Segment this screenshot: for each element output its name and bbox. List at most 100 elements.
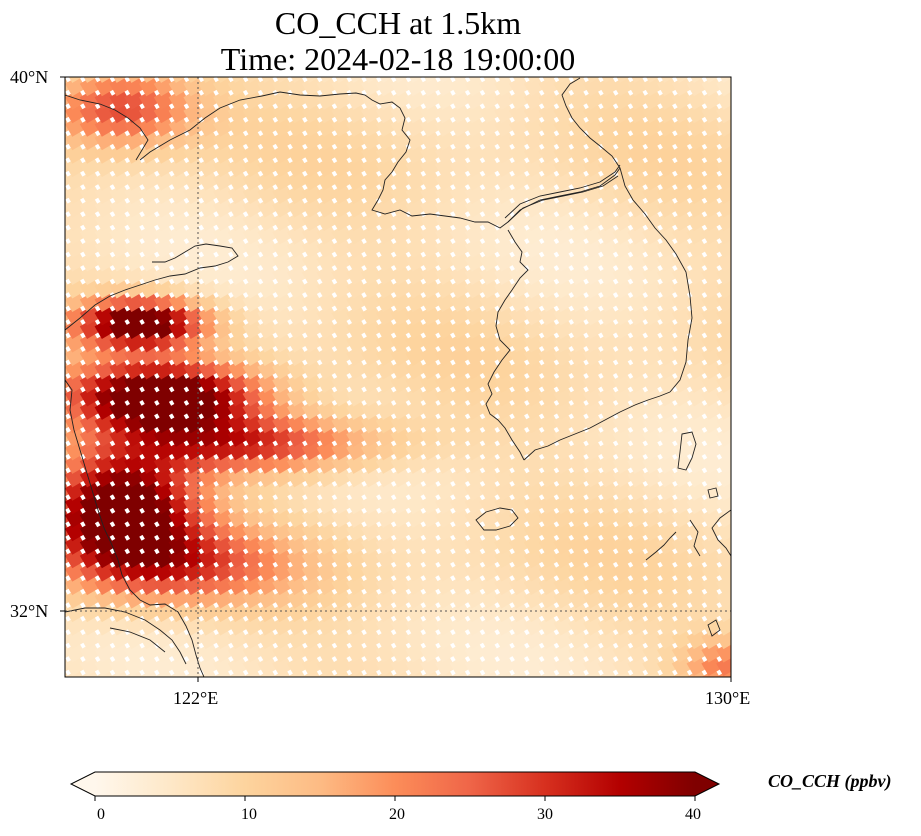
field-cell bbox=[375, 170, 397, 191]
field-cell bbox=[346, 574, 368, 596]
field-cell bbox=[138, 588, 160, 609]
field-cell bbox=[331, 683, 352, 703]
field-cell bbox=[79, 278, 101, 299]
field-cell bbox=[568, 507, 590, 528]
field-cell bbox=[65, 588, 86, 609]
field-cell bbox=[375, 520, 397, 542]
field-cell bbox=[464, 210, 486, 232]
field-cell bbox=[420, 170, 442, 191]
field-cell bbox=[35, 319, 56, 339]
field-cell bbox=[65, 237, 86, 259]
field-cell bbox=[494, 170, 516, 191]
field-cell bbox=[286, 237, 308, 259]
field-cell bbox=[168, 291, 190, 313]
field-cell bbox=[183, 89, 205, 110]
field-cell bbox=[583, 358, 604, 380]
field-cell bbox=[612, 372, 634, 393]
field-cell bbox=[65, 89, 72, 110]
field-cell bbox=[479, 588, 501, 609]
field-cell bbox=[420, 143, 442, 164]
field-cell bbox=[331, 520, 353, 542]
field-cell bbox=[375, 345, 397, 366]
field-cell bbox=[272, 399, 294, 420]
field-cell bbox=[79, 426, 101, 447]
field-cell bbox=[301, 547, 323, 569]
field-cell bbox=[523, 642, 545, 663]
field-cell bbox=[583, 251, 604, 272]
field-cell bbox=[35, 103, 56, 123]
field-cell bbox=[79, 264, 101, 286]
field-cell bbox=[612, 331, 634, 353]
field-cell bbox=[716, 547, 731, 569]
field-cell bbox=[523, 466, 545, 488]
field-cell bbox=[627, 305, 649, 326]
field-cell bbox=[316, 588, 338, 609]
field-cell bbox=[642, 601, 664, 623]
field-cell bbox=[642, 561, 664, 582]
field-cell bbox=[346, 439, 368, 461]
field-cell bbox=[65, 170, 72, 191]
field-cell bbox=[642, 49, 663, 69]
field-cell bbox=[553, 655, 575, 677]
field-cell bbox=[701, 669, 723, 677]
field-cell bbox=[243, 696, 264, 716]
field-cell bbox=[94, 507, 116, 528]
field-cell bbox=[272, 547, 294, 569]
colorbar-label: CO_CCH (ppbv) bbox=[768, 771, 892, 791]
field-cell bbox=[731, 157, 752, 177]
field-cell bbox=[360, 534, 382, 555]
field-cell bbox=[538, 561, 560, 582]
colorbar-gradient bbox=[95, 772, 695, 796]
field-cell bbox=[761, 426, 782, 446]
field-cell bbox=[435, 426, 456, 447]
field-cell bbox=[301, 588, 323, 609]
field-cell bbox=[198, 278, 220, 299]
field-cell bbox=[746, 453, 767, 473]
field-cell bbox=[494, 143, 516, 164]
field-cell bbox=[612, 642, 634, 663]
field-cell bbox=[316, 399, 338, 420]
field-cell bbox=[153, 102, 175, 124]
field-cell bbox=[316, 439, 338, 461]
field-cell bbox=[227, 399, 249, 420]
field-cell bbox=[405, 588, 427, 609]
field-cell bbox=[183, 237, 205, 259]
field-cell bbox=[375, 412, 397, 434]
field-cell bbox=[227, 520, 249, 542]
field-cell bbox=[213, 426, 234, 447]
field-cell bbox=[553, 264, 575, 286]
field-cell bbox=[435, 601, 456, 623]
field-cell bbox=[731, 76, 752, 96]
field-cell bbox=[568, 628, 590, 650]
field-cell bbox=[242, 143, 264, 164]
field-cell bbox=[449, 480, 471, 501]
field-cell bbox=[272, 588, 294, 609]
field-cell bbox=[671, 534, 693, 555]
field-cell bbox=[464, 264, 486, 286]
field-cell bbox=[523, 237, 545, 259]
field-cell bbox=[168, 520, 190, 542]
field-cell bbox=[597, 77, 619, 97]
field-cell bbox=[346, 507, 368, 528]
field-cell bbox=[761, 76, 782, 96]
field-cell bbox=[701, 237, 723, 259]
field-cell bbox=[153, 318, 175, 339]
field-cell bbox=[272, 143, 294, 164]
field-cell bbox=[346, 466, 368, 488]
field-cell bbox=[35, 143, 56, 163]
field-cell bbox=[716, 615, 731, 636]
field-cell bbox=[538, 102, 560, 124]
field-cell bbox=[79, 102, 101, 124]
field-cell bbox=[479, 183, 501, 205]
field-cell bbox=[671, 305, 693, 326]
field-cell bbox=[731, 346, 752, 366]
field-cell bbox=[568, 683, 589, 703]
field-cell bbox=[612, 305, 634, 326]
field-cell bbox=[449, 318, 471, 339]
field-cell bbox=[671, 77, 693, 83]
field-cell bbox=[523, 224, 545, 245]
field-cell bbox=[168, 453, 190, 474]
field-cell bbox=[301, 278, 323, 299]
field-cell bbox=[523, 372, 545, 393]
field-cell bbox=[627, 453, 649, 474]
